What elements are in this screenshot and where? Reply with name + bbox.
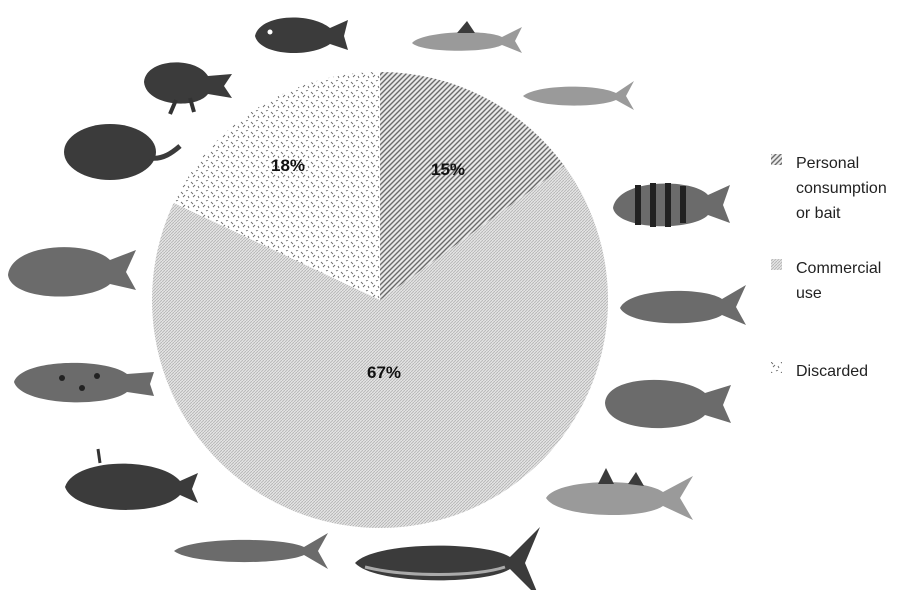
legend-label: consumption [796, 180, 887, 197]
yellowtail-icon [620, 285, 746, 325]
stingray-icon [64, 124, 182, 180]
chart-legend: Personal consumption or bait Commercial use D… [771, 154, 887, 380]
grouper-icon [14, 362, 154, 403]
pie-slice-commercial-use [151, 165, 608, 528]
legend-item: Personal consumption or bait [771, 154, 887, 222]
legend-item: Discarded [771, 362, 868, 380]
pie-slice-discarded [173, 72, 380, 300]
pie-value-label: 15% [431, 160, 465, 179]
striped-perch-icon [613, 183, 730, 227]
legend-swatch [771, 154, 782, 165]
mackerel-icon [174, 533, 328, 569]
legend-label: use [796, 285, 822, 302]
snook-icon [546, 468, 693, 520]
fish-decorations [8, 17, 746, 590]
tuna-icon [355, 527, 540, 590]
filefish-icon [65, 448, 198, 510]
legend-label: Personal [796, 155, 859, 172]
legend-label: Commercial [796, 260, 881, 277]
parrotfish-icon [605, 379, 731, 429]
pie-value-label: 67% [367, 363, 401, 382]
pie-value-label: 18% [271, 156, 305, 175]
legend-label: or bait [796, 205, 841, 222]
legend-label: Discarded [796, 363, 868, 380]
snapper-icon [8, 247, 136, 297]
pie-chart [151, 72, 608, 528]
pie-value-labels: 15% 67% 18% [271, 156, 465, 382]
frogfish-icon [144, 62, 232, 115]
legend-item: Commercial use [771, 259, 881, 302]
sardine-icon [523, 81, 634, 110]
triggerfish-icon [255, 17, 348, 54]
legend-swatch [771, 259, 782, 270]
pie-slice-personal-consumption-or-bait [380, 72, 565, 300]
goatfish-icon [412, 21, 522, 53]
legend-swatch [771, 362, 782, 373]
